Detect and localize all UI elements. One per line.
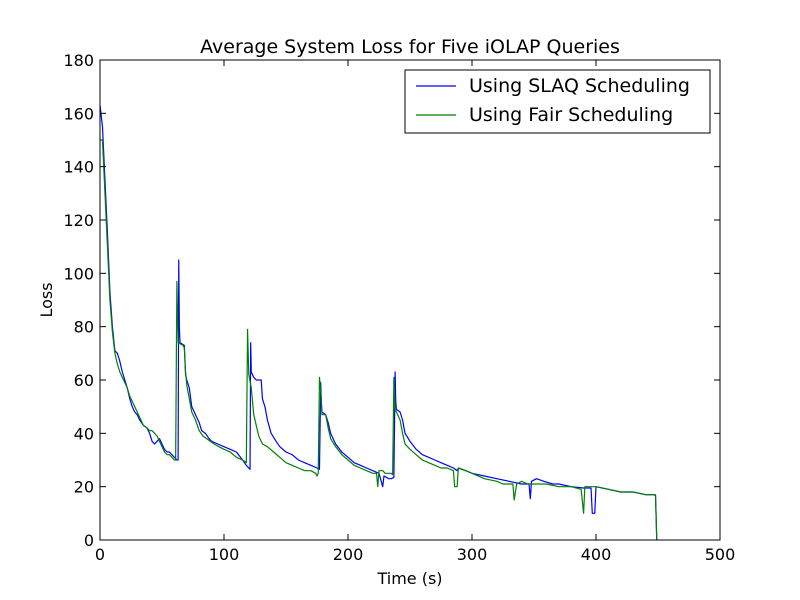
legend-label-slaq: Using SLAQ Scheduling [469, 75, 690, 97]
x-tick-label: 300 [457, 545, 488, 564]
series-line-fair [100, 139, 658, 541]
x-axis-label: Time (s) [376, 569, 442, 588]
legend-label-fair: Using Fair Scheduling [469, 104, 673, 126]
y-tick-label: 100 [63, 264, 94, 283]
legend: Using SLAQ Scheduling Using Fair Schedul… [404, 69, 711, 134]
y-tick-label: 180 [63, 51, 94, 70]
y-axis-label: Loss [37, 282, 56, 317]
series-layer [99, 105, 658, 541]
y-tick-label: 20 [74, 478, 94, 497]
series-line-slaq [99, 105, 658, 541]
x-tick-label: 400 [581, 545, 612, 564]
y-tick-label: 140 [63, 158, 94, 177]
y-tick-label: 0 [84, 531, 94, 550]
y-tick-label: 120 [63, 211, 94, 230]
y-tick-label: 60 [74, 371, 94, 390]
x-tick-label: 200 [333, 545, 364, 564]
x-tick-label: 0 [95, 545, 105, 564]
x-tick-label: 500 [705, 545, 736, 564]
legend-box [404, 69, 711, 134]
chart-title: Average System Loss for Five iOLAP Queri… [200, 36, 620, 58]
y-tick-label: 160 [63, 104, 94, 123]
plot-area-frame [99, 59, 721, 541]
y-tick-label: 80 [74, 318, 94, 337]
y-tick-label: 40 [74, 424, 94, 443]
axis-ticks: 0 100 200 300 400 500 0 20 40 60 80 100 120 140 160 180 [63, 51, 735, 564]
x-tick-label: 100 [209, 545, 240, 564]
